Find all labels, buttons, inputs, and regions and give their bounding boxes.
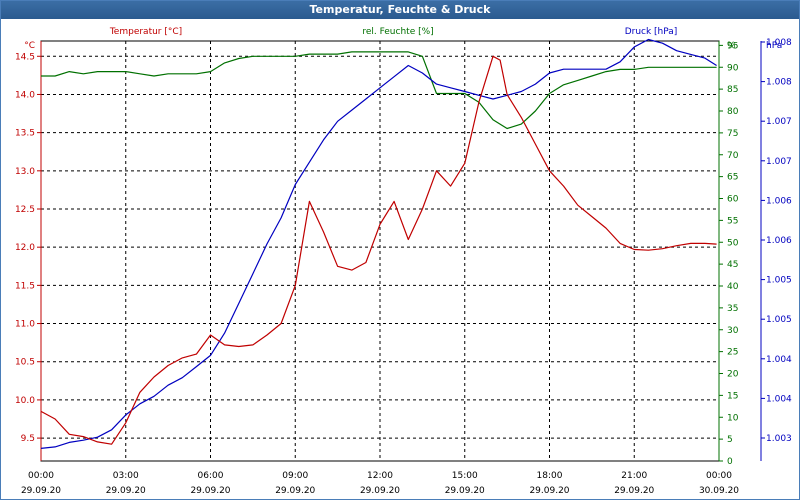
x-tick-time: 18:00 (537, 471, 563, 481)
pressure-axis-tick-label: 1.007 (766, 117, 792, 127)
x-tick-date: 29.09.20 (106, 486, 146, 496)
humidity-axis-tick-label: 30 (727, 326, 739, 336)
temperature-axis-tick-label: 11.0 (15, 320, 35, 330)
temperature-axis-tick-label: 9.5 (21, 434, 35, 444)
series-label: Druck [hPa] (625, 27, 678, 37)
pressure-axis-tick-label: 1.008 (766, 38, 792, 48)
humidity-axis-tick-label: 10 (727, 413, 739, 423)
pressure-axis-tick-label: 1.005 (766, 315, 792, 325)
x-tick-date: 29.09.20 (21, 486, 61, 496)
humidity-axis-tick-label: 95 (727, 41, 738, 51)
humidity-axis-tick-label: 0 (727, 457, 733, 467)
x-tick-time: 21:00 (621, 471, 647, 481)
pressure-axis-unit: hPa (766, 41, 782, 51)
series-label: rel. Feuchte [%] (362, 27, 433, 37)
x-tick-date: 29.09.20 (360, 486, 400, 496)
humidity-axis-tick-label: 85 (727, 85, 738, 95)
temperature-series-line (40, 55, 717, 445)
x-tick-time: 03:00 (113, 471, 139, 481)
pressure-axis-tick-label: 1.007 (766, 157, 792, 167)
humidity-axis-tick-label: 25 (727, 348, 738, 358)
pressure-axis-tick-label: 1.004 (766, 394, 792, 404)
pressure-series-line (40, 38, 717, 449)
temperature-axis-tick-label: 13.0 (15, 167, 35, 177)
humidity-axis-tick-label: 5 (727, 435, 733, 445)
x-tick-time: 00:00 (28, 471, 54, 481)
humidity-axis-tick-label: 70 (727, 151, 739, 161)
x-tick-date: 29.09.20 (190, 486, 230, 496)
humidity-axis-tick-label: 55 (727, 216, 738, 226)
humidity-axis-tick-label: 15 (727, 391, 738, 401)
humidity-axis-tick-label: 80 (727, 107, 739, 117)
pressure-axis-tick-label: 1.005 (766, 276, 792, 286)
temperature-axis-tick-label: 10.0 (15, 396, 35, 406)
x-tick-date: 29.09.20 (614, 486, 654, 496)
humidity-axis-tick-label: 65 (727, 173, 738, 183)
temperature-axis-tick-label: 11.5 (15, 281, 35, 291)
x-tick-time: 06:00 (198, 471, 224, 481)
temperature-axis-tick-label: 14.5 (15, 52, 35, 62)
x-tick-date: 29.09.20 (445, 486, 485, 496)
humidity-axis-tick-label: 75 (727, 129, 738, 139)
humidity-axis-unit: % (727, 41, 736, 51)
humidity-axis-tick-label: 45 (727, 260, 738, 270)
x-tick-date: 30.09.20 (699, 486, 739, 496)
temperature-axis-tick-label: 12.5 (15, 205, 35, 215)
pressure-axis-tick-label: 1.006 (766, 196, 792, 206)
pressure-axis-tick-label: 1.008 (766, 78, 792, 88)
x-tick-date: 29.09.20 (275, 486, 315, 496)
x-tick-time: 15:00 (452, 471, 478, 481)
x-tick-time: 12:00 (367, 471, 393, 481)
humidity-axis-tick-label: 40 (727, 282, 739, 292)
humidity-axis-tick-label: 50 (727, 238, 739, 248)
x-tick-date: 29.09.20 (529, 486, 569, 496)
pressure-axis-tick-label: 1.006 (766, 236, 792, 246)
x-tick-time: 09:00 (282, 471, 308, 481)
humidity-axis-tick-label: 20 (727, 370, 739, 380)
humidity-series-line (41, 51, 717, 130)
pressure-axis-tick-label: 1.004 (766, 355, 792, 365)
humidity-axis-tick-label: 60 (727, 195, 739, 205)
temperature-axis-tick-label: 14.0 (15, 90, 35, 100)
chart-title: Temperatur, Feuchte & Druck (1, 1, 799, 19)
humidity-axis-tick-label: 90 (727, 63, 739, 73)
pressure-axis-tick-label: 1.003 (766, 434, 792, 444)
x-tick-time: 00:00 (706, 471, 732, 481)
temperature-axis-unit: °C (24, 41, 35, 51)
temperature-axis-tick-label: 13.5 (15, 129, 35, 139)
series-label: Temperatur [°C] (109, 27, 182, 37)
temperature-axis-tick-label: 10.5 (15, 358, 35, 368)
temperature-axis-tick-label: 12.0 (15, 243, 35, 253)
humidity-axis-tick-label: 35 (727, 304, 738, 314)
